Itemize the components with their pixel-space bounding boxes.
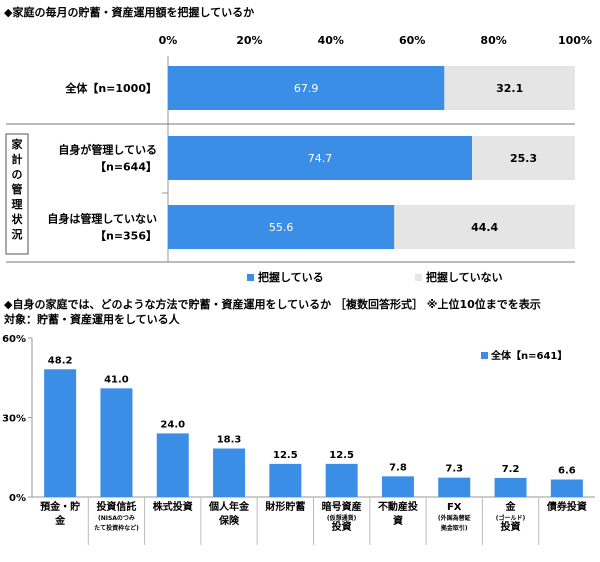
- group-label-char: 況: [12, 227, 23, 241]
- bar: [44, 369, 77, 497]
- category-label: 資: [393, 514, 403, 527]
- bar-aware: [168, 136, 473, 180]
- legend-label: 全体【n=641】: [490, 349, 567, 362]
- category-label: 【n=644】: [95, 161, 157, 174]
- category-label: 全体【n=1000】: [64, 81, 157, 95]
- category-label: 自身が管理している: [58, 143, 157, 157]
- legend-swatch: [415, 274, 422, 281]
- category-label: 株式投資: [153, 500, 193, 513]
- chart2-title: ◆自身の家庭では、どのような方法で貯蓄・資産運用をしているか ［複数回答形式］ …: [4, 298, 541, 311]
- category-label: (仮想通貨): [327, 514, 357, 522]
- chart1-title: ◆家庭の毎月の貯蓄・資産運用額を把握しているか: [4, 6, 255, 19]
- bar: [325, 463, 358, 497]
- category-label: 投資信託: [96, 500, 136, 513]
- category-label: 預金・貯: [40, 500, 80, 513]
- bar: [213, 448, 246, 497]
- legend-label: 把握している: [258, 270, 324, 284]
- bar-aware: [168, 205, 395, 249]
- category-label: 金: [505, 500, 517, 513]
- category-label: 金: [54, 514, 66, 527]
- category-label: 個人年金: [208, 500, 250, 513]
- group-label-char: 計: [12, 152, 23, 166]
- bar: [156, 433, 189, 497]
- x-tick-label: 40%: [318, 34, 344, 47]
- category-label: 債券投資: [546, 500, 587, 513]
- category-label: FX: [447, 502, 462, 513]
- bar: [381, 476, 414, 497]
- category-label: 暗号資産: [322, 500, 362, 513]
- bar: [494, 477, 527, 497]
- bar: [550, 479, 583, 497]
- data-label: 24.0: [160, 419, 185, 430]
- bar: [100, 388, 133, 497]
- data-label: 55.6: [269, 221, 294, 234]
- data-label: 18.3: [217, 435, 242, 446]
- data-label: 7.8: [389, 462, 407, 473]
- group-box: [5, 133, 29, 255]
- x-tick-label: 80%: [480, 34, 506, 47]
- data-label: 6.6: [558, 466, 576, 477]
- data-label: 32.1: [496, 82, 523, 95]
- data-label: 12.5: [273, 450, 298, 461]
- bar: [438, 477, 471, 497]
- data-label: 41.0: [104, 374, 129, 385]
- group-label-char: 状: [12, 212, 24, 226]
- group-label-char: 管: [12, 182, 23, 196]
- x-tick-label: 20%: [236, 34, 262, 47]
- legend-swatch: [247, 274, 254, 281]
- group-label-char: 家: [12, 137, 24, 151]
- bar-aware: [168, 66, 445, 110]
- category-label: たて投資枠など): [94, 524, 139, 532]
- category-label: 【n=356】: [95, 230, 157, 243]
- data-label: 12.5: [329, 450, 354, 461]
- x-tick-label: 100%: [558, 34, 592, 47]
- category-label: 投資: [501, 520, 521, 533]
- category-label: (NISAのつみ: [98, 515, 135, 522]
- y-tick-label: 0%: [9, 493, 26, 504]
- bar-unaware: [472, 136, 575, 180]
- y-tick-label: 60%: [2, 334, 26, 345]
- y-tick-label: 30%: [2, 414, 26, 425]
- category-label: (外国為替証: [438, 514, 471, 522]
- category-label: 投資: [332, 520, 352, 533]
- group-label-char: 理: [12, 198, 23, 211]
- bar-unaware: [394, 205, 575, 249]
- bar: [269, 463, 302, 497]
- x-tick-label: 0%: [159, 34, 178, 47]
- chart2-subtitle: 対象：貯蓄・資産運用をしている人: [4, 313, 180, 326]
- data-label: 48.2: [48, 355, 73, 366]
- data-label: 25.3: [510, 152, 537, 165]
- group-label-char: の: [12, 168, 23, 181]
- category-label: 自身は管理していない: [47, 212, 157, 226]
- category-label: 不動産投: [378, 500, 418, 513]
- category-label: 拠金取引): [441, 524, 468, 532]
- data-label: 7.2: [502, 464, 520, 475]
- category-label: 保険: [218, 514, 240, 527]
- bar-unaware: [444, 66, 575, 110]
- data-label: 44.4: [471, 221, 498, 234]
- legend-label: 把握していない: [426, 270, 503, 284]
- data-label: 7.3: [445, 464, 463, 475]
- legend-swatch: [481, 352, 488, 359]
- data-label: 74.7: [308, 152, 333, 165]
- category-label: 財形貯蓄: [264, 500, 305, 513]
- data-label: 67.9: [294, 82, 319, 95]
- x-tick-label: 60%: [399, 34, 425, 47]
- category-label: (ゴールド): [496, 514, 526, 522]
